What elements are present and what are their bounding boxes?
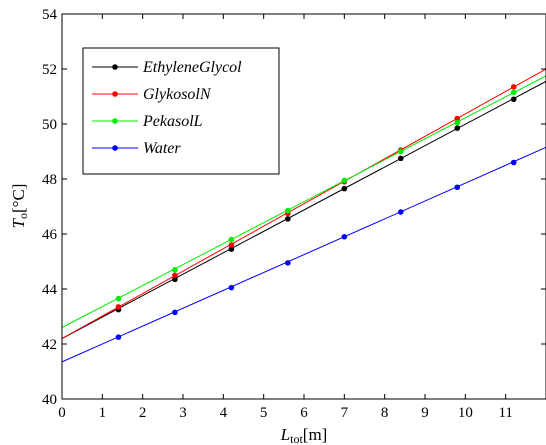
x-tick-label: 6 bbox=[300, 405, 308, 421]
series-water bbox=[61, 146, 546, 363]
series-pekasoll bbox=[61, 75, 546, 328]
data-point-ethyleneglycol bbox=[285, 216, 291, 222]
data-point-pekasoll bbox=[228, 236, 235, 243]
data-point-glykosoln bbox=[510, 84, 517, 90]
series-line-water bbox=[61, 146, 546, 363]
data-point-glykosoln bbox=[115, 304, 122, 310]
data-point-pekasoll bbox=[172, 266, 178, 273]
data-point-pekasoll bbox=[115, 295, 122, 302]
x-tick-label: 4 bbox=[220, 405, 228, 421]
legend-marker-pekasoll bbox=[112, 118, 118, 124]
series-line-pekasoll bbox=[61, 75, 546, 328]
legend-marker-water bbox=[112, 145, 118, 151]
tick-layer: 0 1 2 3 4 5 6 7 8 9 10 11 40 42 44 46 48 50 52 54 bbox=[42, 7, 546, 421]
y-axis-label-unit: [°C] bbox=[9, 184, 28, 213]
legend-label-ethyleneglycol: EthyleneGlycol bbox=[142, 59, 242, 76]
data-point-ethyleneglycol bbox=[172, 276, 178, 283]
data-point-water bbox=[398, 209, 404, 215]
y-axis-label: To[°C] bbox=[9, 184, 30, 229]
y-tick-label: 46 bbox=[42, 227, 58, 243]
y-tick-label: 52 bbox=[42, 62, 57, 78]
y-axis-label-subscript: o bbox=[16, 213, 30, 219]
data-point-water bbox=[341, 233, 348, 240]
data-point-water bbox=[172, 309, 178, 316]
data-point-water bbox=[510, 159, 517, 166]
y-tick-label: 40 bbox=[42, 392, 57, 408]
legend: EthyleneGlycol GlykosolN PekasolL Water bbox=[82, 47, 280, 175]
y-tick-label: 42 bbox=[42, 337, 57, 353]
x-tick-label: 10 bbox=[458, 405, 473, 421]
x-tick-label: 2 bbox=[139, 405, 147, 421]
x-axis-label-subscript: tot bbox=[290, 432, 303, 445]
data-point-ethyleneglycol bbox=[228, 246, 235, 252]
x-tick-label: 1 bbox=[99, 405, 107, 421]
data-point-ethyleneglycol bbox=[454, 125, 461, 131]
y-tick-label: 50 bbox=[42, 117, 57, 133]
x-tick-label: 11 bbox=[498, 405, 512, 421]
x-axis-label-unit: [m] bbox=[303, 425, 328, 444]
series-layer bbox=[61, 68, 546, 363]
data-point-glykosoln bbox=[228, 242, 235, 248]
x-tick-label: 8 bbox=[381, 405, 389, 421]
series-ethyleneglycol bbox=[61, 80, 546, 339]
data-point-ethyleneglycol bbox=[398, 155, 404, 162]
data-point-glykosoln bbox=[454, 115, 461, 122]
data-point-pekasoll bbox=[398, 148, 404, 155]
y-tick-label: 54 bbox=[42, 7, 58, 23]
y-axis-label-symbol: T bbox=[9, 217, 28, 228]
legend-items: EthyleneGlycol GlykosolN PekasolL Water bbox=[92, 59, 242, 157]
data-point-glykosoln bbox=[172, 272, 178, 279]
x-tick-label: 0 bbox=[58, 405, 66, 421]
series-glykosoln bbox=[61, 68, 546, 339]
data-point-ethyleneglycol bbox=[510, 96, 517, 103]
x-tick-label: 5 bbox=[260, 405, 268, 421]
y-tick-label: 44 bbox=[42, 282, 58, 298]
x-axis-label: Ltot[m] bbox=[280, 425, 328, 445]
data-point-water bbox=[228, 284, 235, 291]
data-point-water bbox=[454, 184, 461, 191]
data-point-pekasoll bbox=[341, 177, 348, 184]
data-point-ethyleneglycol bbox=[341, 185, 348, 192]
data-point-water bbox=[115, 334, 122, 340]
series-line-ethyleneglycol bbox=[61, 80, 546, 339]
legend-label-pekasoll: PekasolL bbox=[142, 113, 203, 130]
legend-marker-glykosoln bbox=[112, 91, 118, 97]
y-tick-label: 48 bbox=[42, 172, 57, 188]
series-line-glykosoln bbox=[61, 68, 546, 339]
data-point-pekasoll bbox=[454, 119, 461, 126]
legend-marker-ethyleneglycol bbox=[112, 64, 118, 70]
legend-label-water: Water bbox=[143, 140, 181, 157]
x-tick-label: 9 bbox=[421, 405, 429, 421]
x-tick-label: 7 bbox=[341, 405, 349, 421]
x-axis-label-symbol: L bbox=[280, 425, 290, 444]
legend-label-glykosoln: GlykosolN bbox=[143, 86, 212, 103]
data-point-water bbox=[285, 260, 291, 266]
data-point-pekasoll bbox=[510, 89, 517, 96]
x-tick-label: 3 bbox=[179, 405, 187, 421]
data-point-pekasoll bbox=[285, 207, 291, 214]
